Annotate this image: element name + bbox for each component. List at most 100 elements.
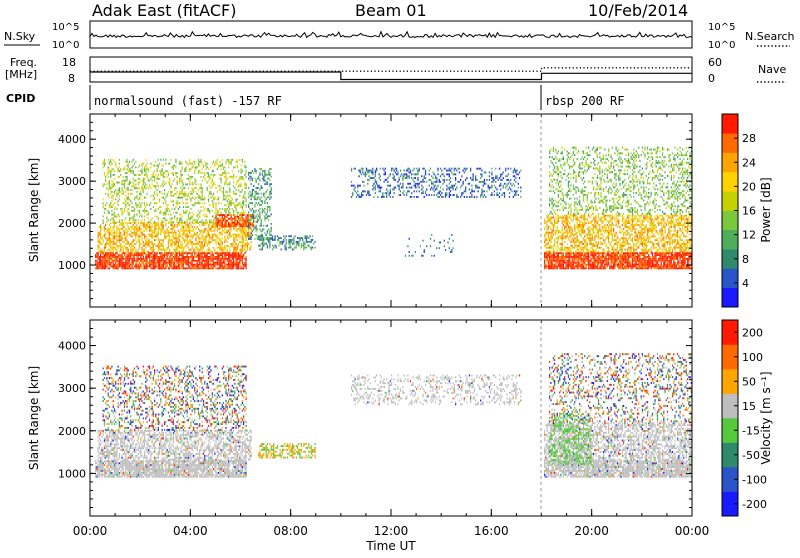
echo-cell	[136, 224, 137, 226]
echo-cell	[128, 202, 129, 204]
echo-cell	[425, 172, 426, 174]
echo-cell	[162, 228, 163, 230]
echo-cell	[491, 168, 492, 170]
echo-cell	[489, 189, 490, 191]
echo-cell	[144, 166, 145, 168]
echo-cell	[406, 192, 407, 194]
echo-cell	[217, 267, 218, 269]
echo-cell	[158, 251, 159, 253]
echo-cell	[380, 168, 381, 170]
echo-cell	[124, 264, 125, 266]
echo-cell	[251, 238, 252, 240]
echo-cell	[136, 226, 137, 228]
echo-cell	[224, 236, 225, 238]
echo-cell	[111, 254, 112, 256]
echo-cell	[241, 170, 242, 172]
echo-cell	[136, 206, 137, 208]
echo-cell	[111, 234, 112, 236]
echo-cell	[254, 191, 255, 193]
echo-cell	[152, 237, 153, 239]
echo-cell	[251, 241, 252, 243]
echo-cell	[128, 251, 129, 253]
echo-cell	[422, 255, 423, 257]
echo-cell	[233, 182, 234, 184]
echo-cell	[141, 170, 142, 172]
echo-cell	[242, 243, 243, 245]
echo-cell	[182, 234, 183, 236]
echo-cell	[173, 256, 174, 258]
echo-cell	[126, 256, 127, 258]
echo-cell	[580, 254, 581, 256]
echo-cell	[139, 254, 140, 256]
echo-cell	[103, 183, 104, 185]
echo-cell	[198, 267, 199, 269]
echo-cell	[143, 256, 144, 258]
echo-cell	[583, 258, 584, 260]
echo-cell	[233, 247, 234, 249]
echo-cell	[120, 168, 121, 170]
echo-cell	[116, 195, 117, 197]
echo-cell	[203, 224, 204, 226]
echo-cell	[225, 224, 226, 226]
echo-cell	[129, 258, 130, 260]
echo-cell	[417, 185, 418, 187]
echo-cell	[288, 241, 289, 243]
echo-cell	[217, 262, 218, 264]
echo-cell	[130, 189, 131, 191]
echo-cell	[203, 245, 204, 247]
echo-cell	[223, 168, 224, 170]
echo-cell	[241, 266, 242, 268]
echo-cell	[246, 166, 247, 168]
echo-cell	[139, 165, 140, 167]
echo-cell	[115, 266, 116, 268]
echo-cell	[544, 254, 545, 256]
echo-cell	[229, 256, 230, 258]
echo-cell	[465, 187, 466, 189]
echo-cell	[219, 228, 220, 230]
echo-cell	[440, 181, 441, 183]
echo-cell	[613, 256, 614, 258]
echo-cell	[444, 175, 445, 177]
echo-cell	[100, 232, 101, 234]
echo-cell	[131, 228, 132, 230]
echo-cell	[244, 228, 245, 230]
echo-cell	[164, 212, 165, 214]
echo-cell	[144, 245, 145, 247]
echo-cell	[204, 216, 205, 218]
echo-cell	[173, 232, 174, 234]
echo-cell	[509, 181, 510, 183]
echo-cell	[189, 176, 190, 178]
echo-cell	[229, 267, 230, 269]
echo-cell	[223, 172, 224, 174]
echo-cell	[192, 243, 193, 245]
echo-cell	[175, 239, 176, 241]
echo-cell	[602, 256, 603, 258]
echo-cell	[266, 217, 267, 219]
echo-cell	[227, 267, 228, 269]
echo-cell	[168, 252, 169, 254]
echo-cell	[488, 187, 489, 189]
echo-cell	[116, 249, 117, 251]
echo-cell	[177, 183, 178, 185]
echo-cell	[219, 224, 220, 226]
echo-cell	[262, 210, 263, 212]
echo-cell	[261, 249, 262, 251]
echo-cell	[499, 177, 500, 179]
echo-cell	[125, 247, 126, 249]
echo-cell	[217, 237, 218, 239]
echo-cell	[233, 178, 234, 180]
echo-cell	[139, 230, 140, 232]
echo-cell	[241, 183, 242, 185]
echo-cell	[205, 241, 206, 243]
echo-cell	[228, 204, 229, 206]
echo-cell	[193, 214, 194, 216]
echo-cell	[152, 234, 153, 236]
echo-cell	[190, 230, 191, 232]
echo-cell	[557, 256, 558, 258]
echo-cell	[134, 185, 135, 187]
echo-cell	[368, 170, 369, 172]
echo-cell	[254, 178, 255, 180]
echo-cell	[175, 254, 176, 256]
nave-right-label: Nave	[758, 63, 786, 76]
echo-cell	[130, 236, 131, 238]
